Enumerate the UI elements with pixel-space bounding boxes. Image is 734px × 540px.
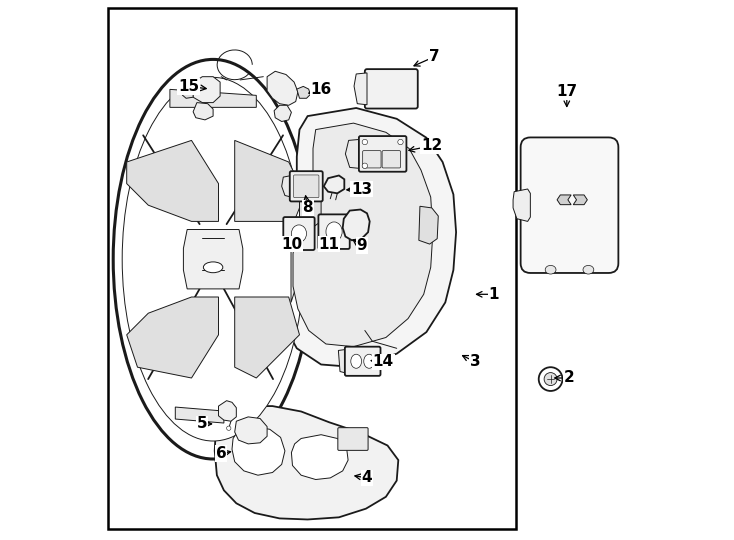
FancyBboxPatch shape (290, 171, 323, 201)
Ellipse shape (362, 139, 368, 145)
Polygon shape (278, 108, 456, 367)
Ellipse shape (544, 373, 557, 386)
Text: 16: 16 (310, 82, 332, 97)
FancyBboxPatch shape (338, 428, 368, 450)
Ellipse shape (113, 59, 313, 459)
Ellipse shape (227, 426, 231, 430)
Text: 15: 15 (178, 79, 200, 94)
FancyBboxPatch shape (283, 217, 315, 250)
Text: 13: 13 (351, 181, 372, 197)
Text: 5: 5 (197, 416, 208, 431)
FancyBboxPatch shape (294, 175, 319, 198)
Polygon shape (127, 297, 219, 378)
Polygon shape (235, 297, 299, 378)
FancyBboxPatch shape (365, 69, 418, 109)
Polygon shape (343, 210, 370, 240)
Ellipse shape (122, 77, 304, 441)
Text: 14: 14 (373, 354, 393, 369)
FancyBboxPatch shape (520, 137, 618, 273)
Text: 2: 2 (564, 370, 575, 386)
Polygon shape (299, 194, 321, 228)
Polygon shape (170, 89, 256, 107)
Ellipse shape (398, 139, 403, 145)
Polygon shape (127, 140, 219, 221)
FancyBboxPatch shape (319, 214, 349, 249)
Polygon shape (368, 143, 388, 159)
Text: 8: 8 (302, 200, 313, 215)
Polygon shape (419, 206, 438, 244)
Text: 17: 17 (556, 84, 578, 99)
Ellipse shape (545, 266, 556, 274)
Bar (108, 8, 515, 529)
Ellipse shape (583, 266, 594, 274)
Polygon shape (235, 140, 305, 221)
Text: 9: 9 (356, 238, 367, 253)
Ellipse shape (364, 354, 374, 368)
Polygon shape (557, 195, 571, 205)
Ellipse shape (326, 222, 342, 241)
Ellipse shape (539, 367, 562, 391)
Polygon shape (184, 230, 243, 289)
Text: 12: 12 (421, 138, 443, 153)
Polygon shape (291, 435, 348, 480)
FancyBboxPatch shape (345, 347, 380, 376)
FancyBboxPatch shape (382, 151, 401, 168)
Polygon shape (274, 105, 291, 122)
Polygon shape (267, 71, 298, 105)
Polygon shape (192, 77, 220, 103)
FancyBboxPatch shape (359, 136, 407, 172)
Text: 1: 1 (489, 287, 499, 302)
Polygon shape (324, 176, 344, 193)
Polygon shape (291, 216, 298, 302)
Text: 3: 3 (470, 354, 480, 369)
Polygon shape (215, 406, 399, 519)
FancyBboxPatch shape (363, 151, 381, 168)
Text: 10: 10 (281, 237, 302, 252)
Polygon shape (297, 86, 310, 98)
Polygon shape (219, 401, 236, 421)
Polygon shape (232, 427, 285, 475)
Text: 4: 4 (362, 470, 372, 485)
Polygon shape (513, 189, 531, 221)
Text: 7: 7 (429, 49, 440, 64)
Ellipse shape (291, 225, 307, 242)
Polygon shape (182, 89, 193, 98)
Polygon shape (235, 417, 267, 444)
Text: 6: 6 (216, 446, 227, 461)
Polygon shape (354, 73, 367, 105)
Polygon shape (193, 103, 213, 120)
Polygon shape (573, 195, 587, 205)
Ellipse shape (331, 240, 337, 246)
Ellipse shape (203, 262, 223, 273)
Polygon shape (293, 123, 433, 347)
Polygon shape (338, 349, 346, 373)
Polygon shape (282, 176, 291, 197)
Ellipse shape (351, 354, 362, 368)
Ellipse shape (297, 241, 302, 247)
Polygon shape (175, 407, 224, 423)
Text: 11: 11 (319, 237, 340, 252)
Polygon shape (346, 139, 360, 168)
Ellipse shape (362, 163, 368, 168)
